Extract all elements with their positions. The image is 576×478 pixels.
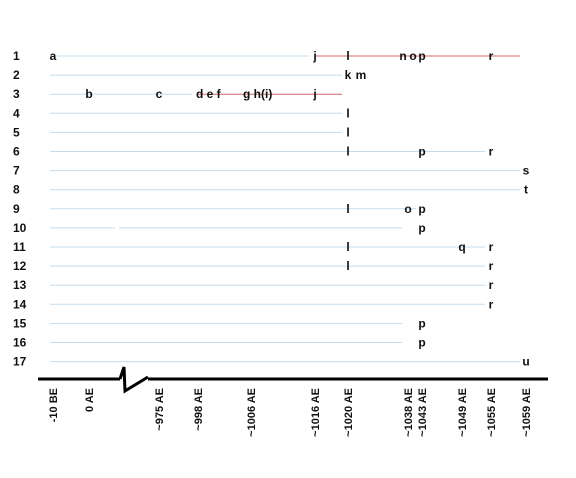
- x-tick-label: 0 AE: [84, 388, 96, 412]
- row-1-event-p: p: [418, 49, 425, 63]
- row-14-event-r: r: [489, 297, 494, 311]
- row-label-7: 7: [13, 164, 20, 178]
- row-label-14: 14: [13, 297, 27, 311]
- row-label-12: 12: [13, 259, 27, 273]
- row-label-1: 1: [13, 49, 20, 63]
- axis-break-mark: [118, 366, 149, 394]
- x-axis: [38, 366, 548, 394]
- x-tick-label: ~998 AE: [193, 388, 205, 431]
- row-15-event-p: p: [418, 316, 425, 330]
- row-10-event-p: p: [418, 221, 425, 235]
- row-label-10: 10: [13, 221, 27, 235]
- row-9-event-o: o: [404, 202, 411, 216]
- row-label-13: 13: [13, 278, 27, 292]
- row-1-event-j: j: [312, 49, 316, 63]
- row-6-event-r: r: [489, 145, 494, 159]
- row-1-event-n: n: [399, 49, 406, 63]
- row-3-event-j: j: [312, 87, 316, 101]
- row-label-17: 17: [13, 355, 27, 369]
- row-7-event-s: s: [523, 164, 530, 178]
- row-1-event-r: r: [489, 49, 494, 63]
- row-12-event-l: l: [346, 259, 349, 273]
- row-label-8: 8: [13, 183, 20, 197]
- x-tick-label: -10 BE: [48, 388, 60, 422]
- row-3-event-c: c: [156, 87, 163, 101]
- x-tick-label: ~1016 AE: [310, 388, 322, 437]
- row-3-event-def: d e f: [196, 87, 222, 101]
- row-1-event-l: l: [346, 49, 349, 63]
- row-17-event-u: u: [522, 355, 529, 369]
- row-8-event-t: t: [524, 183, 528, 197]
- x-tick-label: ~1059 AE: [521, 388, 533, 437]
- x-tick-label: ~1043 AE: [417, 388, 429, 437]
- row-label-2: 2: [13, 68, 20, 82]
- row-3-event-b: b: [85, 87, 92, 101]
- row-9-event-l: l: [346, 202, 349, 216]
- row-label-4: 4: [13, 106, 20, 120]
- row-label-6: 6: [13, 145, 20, 159]
- x-tick-label: ~1055 AE: [486, 388, 498, 437]
- x-tick-label: ~1049 AE: [457, 388, 469, 437]
- x-tick-labels: -10 BE 0 AE ~975 AE ~998 AE ~1006 AE ~1016 AE…: [48, 388, 533, 437]
- row-12-event-r: r: [489, 259, 494, 273]
- row-label-15: 15: [13, 316, 27, 330]
- row-5-event-l: l: [346, 125, 349, 139]
- row-1-event-o: o: [409, 49, 416, 63]
- x-tick-label: ~1020 AE: [343, 388, 355, 437]
- row-9-event-p: p: [418, 202, 425, 216]
- row-6-event-p: p: [418, 145, 425, 159]
- row-label-16: 16: [13, 336, 27, 350]
- row-2-event-m: m: [356, 68, 367, 82]
- row-label-5: 5: [13, 125, 20, 139]
- row-11-event-l: l: [346, 240, 349, 254]
- row-4-event-l: l: [346, 106, 349, 120]
- row-1-event-a: a: [50, 49, 57, 63]
- rules-layer: [50, 55, 520, 363]
- row-13-event-r: r: [489, 278, 494, 292]
- row-6-event-l: l: [346, 145, 349, 159]
- row-label-9: 9: [13, 202, 20, 216]
- row-3-event-ghi: g h(i): [243, 87, 272, 101]
- row-11-event-r: r: [489, 240, 494, 254]
- row-11-event-q: q: [458, 240, 465, 254]
- x-tick-label: ~1038 AE: [403, 388, 415, 437]
- row-label-3: 3: [13, 87, 20, 101]
- x-tick-label: ~1006 AE: [246, 388, 258, 437]
- x-tick-label: ~975 AE: [154, 388, 166, 431]
- row-label-11: 11: [13, 240, 26, 254]
- row-2-event-k: k: [345, 68, 352, 82]
- row-16-event-p: p: [418, 336, 425, 350]
